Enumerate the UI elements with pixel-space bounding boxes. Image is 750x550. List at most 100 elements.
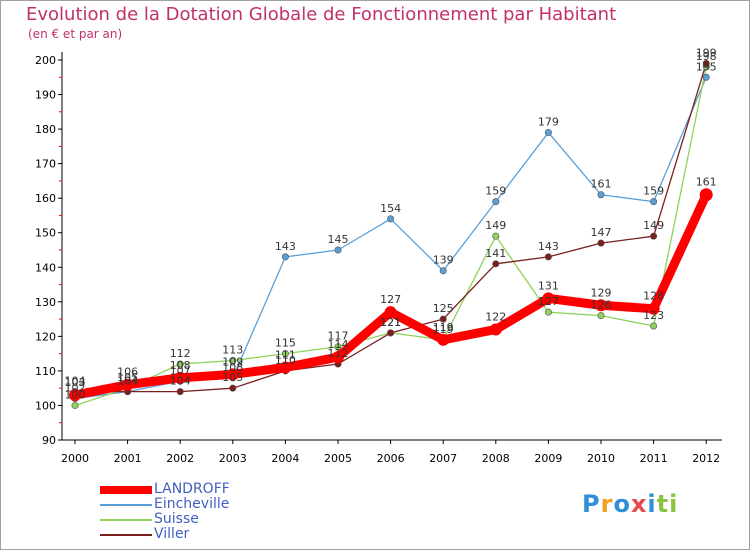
data-label-eincheville: 104 xyxy=(117,375,138,388)
legend-item-viller: Viller xyxy=(100,526,400,542)
y-tick-label: 180 xyxy=(35,123,56,136)
data-label-viller: 104 xyxy=(65,375,86,388)
data-point-eincheville xyxy=(650,198,658,206)
data-point-landroff xyxy=(121,378,134,391)
data-label-viller: 199 xyxy=(696,46,717,59)
data-label-suisse: 119 xyxy=(433,323,454,336)
data-point-landroff xyxy=(279,361,292,374)
x-tick-label: 2003 xyxy=(219,452,247,465)
data-label-viller: 104 xyxy=(170,375,191,388)
x-tick-label: 2010 xyxy=(587,452,615,465)
legend-swatch-viller xyxy=(100,534,152,536)
data-point-viller xyxy=(597,239,605,247)
data-label-landroff: 128 xyxy=(643,290,664,303)
data-label-viller: 112 xyxy=(328,347,349,360)
data-point-suisse xyxy=(71,401,79,409)
y-tick-label: 100 xyxy=(35,399,56,412)
data-point-landroff xyxy=(489,323,502,336)
data-point-eincheville xyxy=(439,267,447,275)
data-label-landroff: 103 xyxy=(65,376,86,389)
data-point-landroff xyxy=(69,389,81,402)
data-point-landroff xyxy=(174,371,187,384)
legend-item-landroff: LANDROFF xyxy=(100,481,400,497)
legend-swatch-suisse xyxy=(100,519,152,521)
x-tick-label: 2001 xyxy=(114,452,142,465)
data-point-landroff xyxy=(595,299,607,312)
x-tick-label: 2007 xyxy=(429,452,457,465)
data-label-eincheville: 159 xyxy=(643,185,664,198)
x-tick-label: 2002 xyxy=(166,452,194,465)
data-label-eincheville: 143 xyxy=(275,240,296,253)
data-point-landroff xyxy=(384,306,397,319)
x-tick-label: 2009 xyxy=(534,452,562,465)
data-label-eincheville: 102 xyxy=(65,382,86,395)
legend-swatch-eincheville xyxy=(100,504,152,506)
x-tick-label: 2005 xyxy=(324,452,352,465)
data-label-suisse: 198 xyxy=(696,50,717,63)
legend-item-suisse: Suisse xyxy=(100,511,400,527)
data-point-eincheville xyxy=(334,246,342,254)
y-tick-label: 140 xyxy=(35,261,56,274)
data-label-suisse: 123 xyxy=(643,309,664,322)
data-point-viller xyxy=(439,315,447,323)
data-point-suisse xyxy=(492,232,500,240)
y-tick-label: 120 xyxy=(35,330,56,343)
logo-letter: i xyxy=(647,490,657,518)
data-label-landroff: 161 xyxy=(696,176,717,189)
data-label-landroff: 106 xyxy=(117,366,138,379)
y-tick-label: 90 xyxy=(42,434,56,447)
logo-letter: P xyxy=(582,490,601,518)
x-tick-label: 2000 xyxy=(61,452,89,465)
x-tick-label: 2011 xyxy=(640,452,668,465)
legend-label-viller: Viller xyxy=(154,526,190,542)
chart-subtitle: (en € et par an) xyxy=(28,27,123,41)
data-point-viller xyxy=(387,329,395,337)
data-label-landroff: 131 xyxy=(538,279,559,292)
data-point-eincheville xyxy=(702,73,710,81)
data-label-landroff: 114 xyxy=(328,338,349,351)
data-label-landroff: 129 xyxy=(591,286,612,299)
data-label-suisse: 117 xyxy=(328,330,349,343)
data-label-viller: 141 xyxy=(485,247,506,260)
chart-title: Evolution de la Dotation Globale de Fonc… xyxy=(26,4,617,25)
data-label-suisse: 100 xyxy=(65,388,86,401)
data-point-viller xyxy=(229,384,237,392)
y-tick-label: 200 xyxy=(35,54,56,67)
data-label-eincheville: 154 xyxy=(380,202,401,215)
data-point-suisse xyxy=(597,312,605,320)
data-point-landroff xyxy=(226,368,239,381)
data-label-suisse: 121 xyxy=(380,316,401,329)
data-point-eincheville xyxy=(544,129,552,137)
data-point-eincheville xyxy=(597,191,605,199)
data-point-eincheville xyxy=(281,253,289,261)
data-point-suisse xyxy=(176,360,184,368)
data-point-viller xyxy=(492,260,500,268)
data-label-viller: 110 xyxy=(275,354,296,367)
data-label-eincheville: 179 xyxy=(538,116,559,129)
proxiti-logo: Proxiti xyxy=(582,490,678,518)
logo-letter: t xyxy=(656,490,670,518)
x-tick-label: 2006 xyxy=(377,452,405,465)
data-label-suisse: 127 xyxy=(538,295,559,308)
logo-letter: o xyxy=(613,490,631,518)
logo-letter: i xyxy=(669,490,679,518)
data-point-viller xyxy=(650,232,658,240)
data-point-landroff xyxy=(647,302,660,315)
data-point-landroff xyxy=(332,351,344,364)
data-point-landroff xyxy=(699,188,713,202)
legend: LANDROFF Eincheville Suisse Viller xyxy=(100,481,400,542)
data-point-eincheville xyxy=(387,215,395,223)
data-label-landroff: 111 xyxy=(275,348,296,361)
y-tick-label: 150 xyxy=(35,227,56,240)
x-tick-label: 2008 xyxy=(482,452,510,465)
data-label-suisse: 115 xyxy=(275,337,296,350)
y-tick-label: 160 xyxy=(35,192,56,205)
data-point-eincheville xyxy=(492,198,500,206)
y-tick-label: 170 xyxy=(35,158,56,171)
logo-letter: x xyxy=(630,490,648,518)
y-tick-label: 190 xyxy=(35,89,56,102)
data-point-landroff xyxy=(437,333,450,346)
data-label-landroff: 109 xyxy=(222,355,243,368)
data-label-suisse: 112 xyxy=(170,347,191,360)
data-label-viller: 147 xyxy=(591,226,612,239)
